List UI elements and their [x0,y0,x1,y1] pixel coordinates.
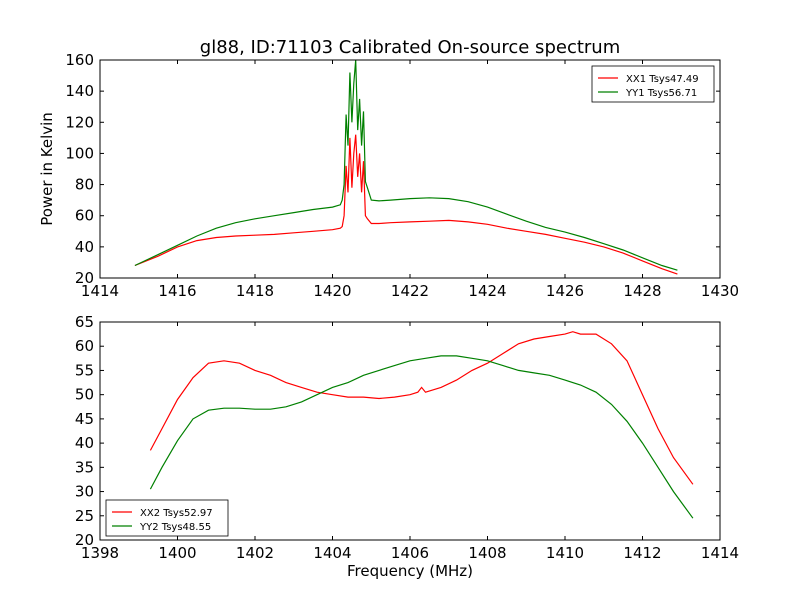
y-tick-label: 40 [75,434,94,452]
x-tick-label: 1424 [468,282,506,300]
chart-bottom: 1398 1400 1402 1404 1406 1408 1410 1412 1414 20 25… [75,313,739,580]
y-axis-label: Power in Kelvin [38,112,56,226]
x-tick-label: 1416 [158,282,196,300]
y-tick-label: 45 [75,410,94,428]
y-tick-label: 50 [75,386,94,404]
legend-label: XX2 Tsys52.97 [140,508,213,519]
y-tick-label: 35 [75,458,94,476]
y-tick-label: 160 [65,51,94,69]
series-line-xx1 [134,134,678,275]
legend: XX1 Tsys47.49 YY1 Tsys56.71 [591,65,715,103]
series-line-xx2 [149,331,694,485]
series-line-yy2 [149,355,694,519]
x-tick-label: 1420 [313,282,351,300]
y-tick-label: 120 [65,113,94,131]
legend-label: YY1 Tsys56.71 [625,88,697,99]
x-tick-label: 1418 [236,282,274,300]
x-tick-label: 1406 [391,544,429,562]
x-tick-label: 1414 [81,282,119,300]
x-tick-label: 1410 [546,544,584,562]
legend-box [105,499,229,537]
x-tick-label: 1398 [81,544,119,562]
legend-label: YY2 Tsys48.55 [139,522,211,533]
x-tick-label: 1422 [391,282,429,300]
figure-title: gl88, ID:71103 Calibrated On-source spec… [200,37,620,58]
legend-box [591,65,715,103]
y-tick-label: 60 [75,207,94,225]
y-tick-label: 65 [75,313,94,331]
x-tick-label: 1430 [701,282,739,300]
x-tick-label: 1404 [313,544,351,562]
y-tick-label: 20 [75,269,94,287]
x-tick-label: 1426 [546,282,584,300]
x-axis-label: Frequency (MHz) [347,562,473,580]
chart-top: 1414 1416 1418 1420 1422 1424 1426 1428 1430 20 40… [38,51,739,300]
y-tick-label: 80 [75,176,94,194]
x-tick-label: 1408 [468,544,506,562]
y-tick-label: 100 [65,144,94,162]
y-tick-label: 60 [75,337,94,355]
x-tick-label: 1402 [236,544,274,562]
x-tick-label: 1400 [158,544,196,562]
x-tick-label: 1412 [623,544,661,562]
y-tick-label: 25 [75,507,94,525]
legend-label: XX1 Tsys47.49 [626,74,699,85]
y-tick-label: 30 [75,483,94,501]
x-tick-label: 1414 [701,544,739,562]
y-tick-label: 40 [75,238,94,256]
y-tick-label: 55 [75,361,94,379]
legend: XX2 Tsys52.97 YY2 Tsys48.55 [105,499,229,537]
y-tick-label: 20 [75,531,94,549]
x-tick-label: 1428 [623,282,661,300]
series-line-yy1 [134,59,678,271]
y-tick-label: 140 [65,82,94,100]
